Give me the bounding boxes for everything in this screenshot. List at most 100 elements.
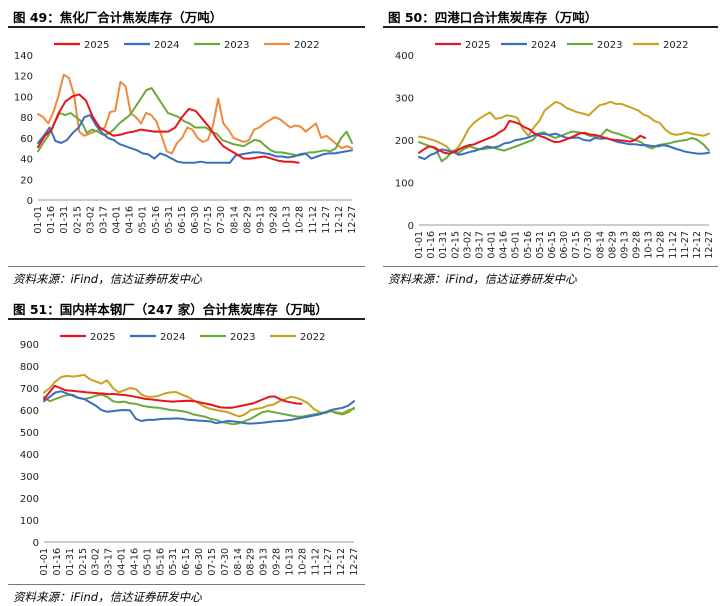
y-tick-label: 60: [20, 134, 33, 145]
x-tick-label: 01-01: [414, 231, 425, 259]
y-tick-label: 800: [20, 362, 39, 373]
x-tick-label: 05-31: [164, 206, 175, 234]
x-tick-label: 08-14: [233, 548, 244, 576]
x-tick-label: 02-15: [450, 231, 461, 259]
x-tick-label: 01-01: [39, 548, 50, 576]
series-line-2025: [43, 384, 303, 409]
x-tick-label: 09-28: [632, 231, 643, 259]
series-line-2022: [418, 100, 710, 153]
x-tick-label: 01-16: [46, 206, 57, 234]
x-tick-label: 05-16: [151, 206, 162, 234]
x-tick-label: 10-13: [284, 548, 295, 576]
y-tick-label: 100: [14, 92, 33, 103]
x-tick-label: 04-16: [129, 548, 140, 576]
x-tick-label: 06-30: [559, 231, 570, 259]
x-tick-label: 05-01: [142, 548, 153, 576]
chart-51-source: 资料来源：iFind，信达证券研发中心: [13, 590, 202, 604]
chart-51-top-rule: [8, 318, 365, 320]
y-tick-label: 400: [395, 51, 414, 62]
y-tick-label: 80: [20, 113, 33, 124]
chart-51: 0 100 200 300 400 500 600 700 800 900 01-01 01-16 01…: [20, 332, 360, 576]
legend-label-2025: 2025: [84, 40, 109, 51]
x-tick-label: 03-02: [462, 231, 473, 259]
x-tick-label: 08-14: [595, 231, 606, 259]
y-tick-label: 500: [20, 428, 39, 439]
series-line-2023: [418, 128, 710, 163]
x-tick-label: 06-30: [194, 548, 205, 576]
series-line-2025: [418, 119, 647, 155]
x-tick-label: 11-27: [323, 548, 334, 576]
x-tick-label: 06-15: [547, 231, 558, 259]
x-tick-label: 07-30: [583, 231, 594, 259]
x-tick-label: 01-31: [438, 231, 449, 259]
y-tick-label: 200: [20, 494, 39, 505]
x-tick-label: 11-12: [310, 548, 321, 576]
x-tick-label: 04-16: [499, 231, 510, 259]
x-tick-label: 01-31: [65, 548, 76, 576]
x-tick-label: 01-16: [426, 231, 437, 259]
x-tick-label: 03-02: [85, 206, 96, 234]
series-line-2023: [37, 87, 353, 157]
legend-label-2023: 2023: [597, 40, 622, 51]
legend-label-2022: 2022: [294, 40, 319, 51]
y-tick-label: 900: [20, 340, 39, 351]
x-tick-label: 07-15: [571, 231, 582, 259]
x-tick-label: 04-01: [117, 548, 128, 576]
x-tick-label: 05-01: [138, 206, 149, 234]
y-tick-label: 400: [20, 450, 39, 461]
x-tick-label: 01-16: [52, 548, 63, 576]
chart-50-title: 图 50：四港口合计焦炭库存（万吨）: [388, 10, 598, 25]
legend-label-2025: 2025: [465, 40, 490, 51]
x-tick-label: 05-01: [511, 231, 522, 259]
x-tick-label: 05-31: [535, 231, 546, 259]
chart-50-source: 资料来源：iFind，信达证券研发中心: [388, 272, 577, 286]
legend-label-2022: 2022: [663, 40, 688, 51]
x-tick-label: 11-12: [308, 206, 319, 234]
x-tick-label: 07-15: [207, 548, 218, 576]
legend-label-2024: 2024: [154, 40, 179, 51]
x-tick-label: 03-02: [91, 548, 102, 576]
x-tick-label: 06-15: [177, 206, 188, 234]
y-tick-label: 120: [14, 72, 33, 83]
x-tick-label: 05-16: [523, 231, 534, 259]
x-tick-label: 12-12: [334, 206, 345, 234]
y-tick-label: 600: [20, 406, 39, 417]
y-tick-label: 140: [14, 51, 33, 62]
x-tick-label: 10-13: [644, 231, 655, 259]
x-tick-label: 08-29: [607, 231, 618, 259]
x-tick-label: 10-28: [295, 206, 306, 234]
chart-49-bottom-rule: [8, 266, 365, 267]
x-tick-label: 11-12: [668, 231, 679, 259]
legend-label-2024: 2024: [160, 332, 185, 343]
y-tick-label: 200: [395, 136, 414, 147]
x-tick-label: 11-27: [321, 206, 332, 234]
x-tick-label: 05-31: [168, 548, 179, 576]
x-tick-label: 01-31: [59, 206, 70, 234]
x-tick-label: 09-28: [272, 548, 283, 576]
y-tick-label: 700: [20, 384, 39, 395]
y-tick-label: 40: [20, 155, 33, 166]
x-tick-label: 08-29: [246, 548, 257, 576]
legend-label-2025: 2025: [90, 332, 115, 343]
chart-51-bottom-rule: [8, 584, 365, 585]
x-tick-label: 12-27: [347, 206, 358, 234]
y-tick-label: 100: [20, 516, 39, 527]
series-line-2023: [43, 393, 355, 426]
x-tick-label: 08-14: [229, 206, 240, 234]
x-tick-label: 10-13: [282, 206, 293, 234]
x-tick-label: 03-17: [98, 206, 109, 234]
y-tick-label: 300: [395, 94, 414, 105]
chart-50-bottom-rule: [383, 266, 718, 267]
legend-label-2022: 2022: [300, 332, 325, 343]
x-tick-label: 03-17: [104, 548, 115, 576]
x-tick-label: 09-13: [255, 206, 266, 234]
y-tick-label: 300: [20, 472, 39, 483]
x-tick-label: 09-13: [619, 231, 630, 259]
chart-49-source: 资料来源：iFind，信达证券研发中心: [13, 272, 202, 286]
x-tick-label: 03-17: [474, 231, 485, 259]
chart-51-title: 图 51：国内样本钢厂（247 家）合计焦炭库存（万吨）: [13, 302, 328, 317]
chart-49-title: 图 49：焦化厂合计焦炭库存（万吨）: [13, 10, 223, 25]
series-line-2024: [37, 114, 353, 164]
x-tick-label: 08-29: [242, 206, 253, 234]
